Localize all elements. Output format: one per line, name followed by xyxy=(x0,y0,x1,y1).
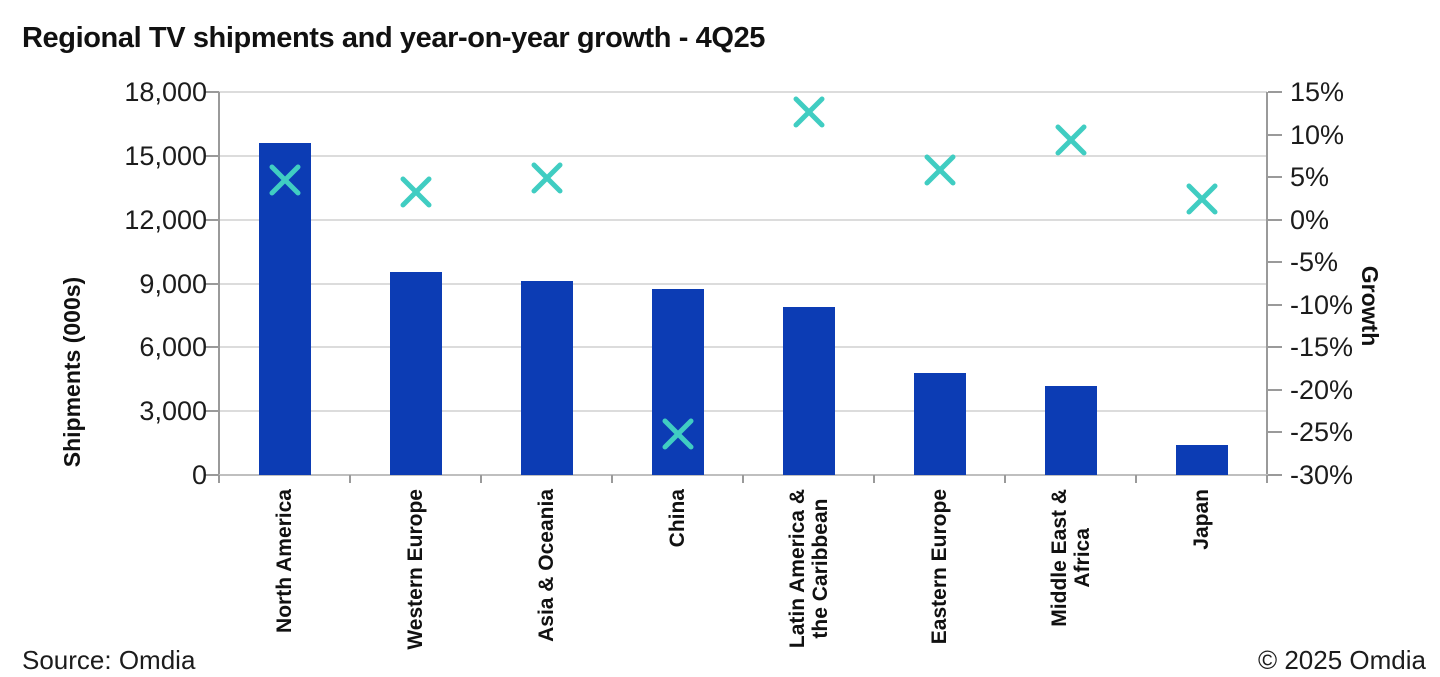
gridline xyxy=(219,218,1267,221)
bar-japan xyxy=(1175,445,1228,475)
right-axis-tick-label: -5% xyxy=(1290,247,1339,278)
left-axis-tick-label: 15,000 xyxy=(124,140,207,171)
left-axis-tick-label: 0 xyxy=(191,460,207,490)
right-axis-tick-label: -10% xyxy=(1290,289,1354,320)
marker-x-japan xyxy=(1185,182,1219,216)
category-label-western-europe: Western Europe xyxy=(404,489,427,650)
left-axis-tick xyxy=(205,474,219,476)
left-axis-tick xyxy=(205,154,219,157)
marker-x-latin-america-the-caribbean xyxy=(792,95,826,129)
right-axis-tick xyxy=(1268,176,1282,179)
category-label-china: China xyxy=(666,489,689,548)
right-axis-tick-label: 0% xyxy=(1290,204,1330,235)
left-axis-tick-label: 3,000 xyxy=(139,396,207,427)
bar-eastern-europe xyxy=(913,372,966,475)
right-axis-tick xyxy=(1268,261,1282,264)
right-axis-title: Growth xyxy=(1357,265,1383,347)
marker-x-western-europe xyxy=(399,175,433,209)
left-axis-tick xyxy=(205,410,219,413)
left-axis-tick-label: 6,000 xyxy=(139,332,207,363)
right-axis-tick-label: -20% xyxy=(1290,374,1354,405)
left-axis-tick-label: 12,000 xyxy=(124,204,207,235)
bar-western-europe xyxy=(389,271,442,475)
source-note: Source: Omdia xyxy=(22,645,196,675)
category-label-asia-oceania: Asia & Oceania xyxy=(535,489,558,642)
right-axis-tick xyxy=(1268,133,1282,136)
marker-x-middle-east-africa xyxy=(1054,123,1088,157)
category-label-eastern-europe: Eastern Europe xyxy=(928,489,951,645)
category-label-north-america: North America xyxy=(273,489,296,633)
right-axis-tick xyxy=(1268,218,1282,221)
bar-middle-east-africa xyxy=(1044,385,1097,475)
left-axis-tick xyxy=(205,282,219,285)
category-label-japan: Japan xyxy=(1190,489,1213,550)
category-axis-tick xyxy=(1266,475,1268,483)
right-axis-tick-label: 15% xyxy=(1290,77,1345,107)
marker-x-asia-oceania xyxy=(530,161,564,195)
marker-x-china xyxy=(661,417,695,451)
right-axis-tick xyxy=(1268,388,1282,391)
gridline xyxy=(219,410,1267,413)
category-axis-tick xyxy=(480,475,482,483)
bar-asia-oceania xyxy=(520,281,573,475)
right-axis-tick-label: 10% xyxy=(1290,119,1345,150)
right-axis-tick xyxy=(1268,431,1282,434)
right-axis-tick-label: 5% xyxy=(1290,162,1330,193)
marker-x-eastern-europe xyxy=(923,153,957,187)
left-axis-tick-label: 18,000 xyxy=(124,77,207,107)
category-axis-tick xyxy=(1004,475,1006,483)
copyright-note: © 2025 Omdia xyxy=(1257,645,1426,675)
category-label-latin-america-the-caribbean: Latin America & the Caribbean xyxy=(785,489,832,649)
gridline xyxy=(219,282,1267,285)
right-axis-tick-label: -30% xyxy=(1290,460,1354,490)
left-axis-line xyxy=(218,92,220,483)
left-axis-tick xyxy=(205,218,219,221)
bar-north-america xyxy=(258,143,311,475)
left-axis-tick xyxy=(205,346,219,349)
marker-x-north-america xyxy=(268,163,302,197)
category-axis-tick xyxy=(349,475,351,483)
left-axis-title: Shipments (000s) xyxy=(59,276,85,468)
gridline xyxy=(219,91,1267,93)
right-axis-tick xyxy=(1268,474,1282,476)
category-axis-tick xyxy=(218,475,220,483)
category-label-middle-east-africa: Middle East & Africa xyxy=(1047,489,1094,627)
category-axis-tick xyxy=(611,475,613,483)
gridline xyxy=(219,154,1267,157)
right-axis-tick-label: -25% xyxy=(1290,417,1354,448)
left-axis-tick-label: 9,000 xyxy=(139,268,207,299)
bar-china xyxy=(651,288,704,475)
right-axis-line xyxy=(1266,92,1268,481)
category-axis-tick xyxy=(742,475,744,483)
category-axis-tick xyxy=(1135,475,1137,483)
bar-latin-america-the-caribbean xyxy=(782,306,835,475)
right-axis-tick xyxy=(1268,303,1282,306)
right-axis-tick xyxy=(1268,91,1282,93)
chart-title: Regional TV shipments and year-on-year g… xyxy=(22,22,766,54)
right-axis-tick xyxy=(1268,346,1282,349)
category-axis-tick xyxy=(873,475,875,483)
right-axis-tick-label: -15% xyxy=(1290,332,1354,363)
left-axis-tick xyxy=(205,91,219,93)
gridline xyxy=(219,346,1267,349)
